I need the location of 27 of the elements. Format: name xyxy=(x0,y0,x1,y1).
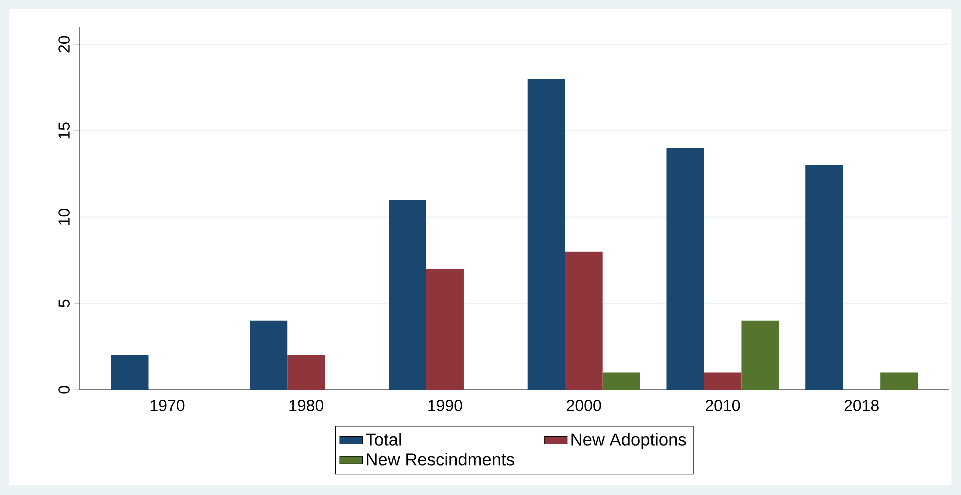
legend-label: New Rescindments xyxy=(367,453,514,466)
bar xyxy=(704,372,742,390)
bar xyxy=(602,372,640,390)
bar xyxy=(806,165,844,390)
bar xyxy=(250,320,288,390)
y-tick-label: 10 xyxy=(58,209,70,225)
y-tick-label: 15 xyxy=(58,122,70,139)
y-tick-label: 0 xyxy=(58,386,70,394)
x-tick-label: 1980 xyxy=(290,400,324,412)
bar xyxy=(288,355,326,390)
x-tick-label: 2018 xyxy=(844,400,879,412)
bar xyxy=(111,355,149,390)
legend-label: New Adoptions xyxy=(572,433,686,450)
bar xyxy=(388,200,426,390)
bar xyxy=(426,269,464,390)
bar xyxy=(565,252,603,390)
bar xyxy=(666,148,704,390)
x-tick-label: 1990 xyxy=(428,400,462,412)
bar xyxy=(742,320,780,390)
bar xyxy=(528,79,566,390)
bar xyxy=(880,372,918,390)
y-tick-label: 5 xyxy=(58,300,70,308)
x-tick-label: 2010 xyxy=(706,400,740,412)
x-tick-label: 1970 xyxy=(150,400,185,412)
y-tick-label: 20 xyxy=(58,36,70,53)
legend-label: Total xyxy=(366,433,402,446)
x-tick-label: 2000 xyxy=(567,400,602,412)
